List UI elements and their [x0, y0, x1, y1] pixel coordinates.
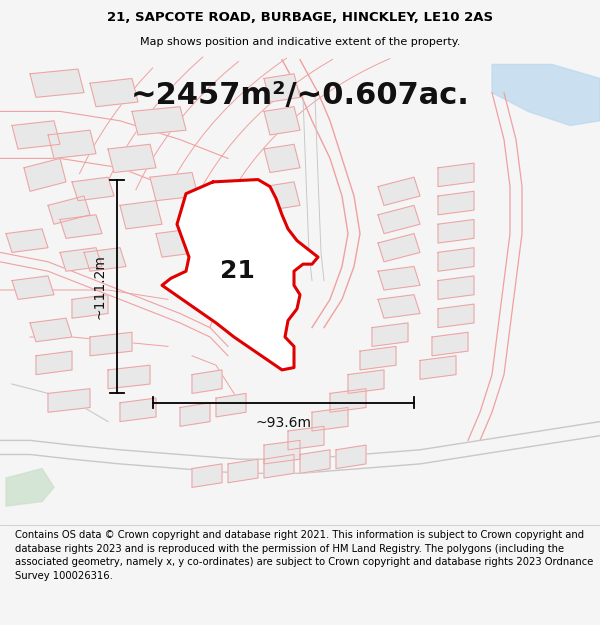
- Text: ~2457m²/~0.607ac.: ~2457m²/~0.607ac.: [131, 81, 469, 110]
- Polygon shape: [84, 248, 126, 271]
- Polygon shape: [6, 469, 54, 506]
- Polygon shape: [372, 323, 408, 346]
- Polygon shape: [378, 177, 420, 206]
- Polygon shape: [378, 266, 420, 290]
- Polygon shape: [264, 74, 300, 102]
- Polygon shape: [300, 450, 330, 473]
- Polygon shape: [264, 144, 300, 172]
- Text: ~93.6m: ~93.6m: [256, 416, 311, 430]
- Polygon shape: [312, 408, 348, 431]
- Polygon shape: [492, 64, 600, 126]
- Polygon shape: [336, 445, 366, 469]
- Polygon shape: [192, 370, 222, 393]
- Polygon shape: [162, 179, 318, 370]
- Polygon shape: [30, 318, 72, 342]
- Polygon shape: [6, 229, 48, 253]
- Polygon shape: [378, 295, 420, 318]
- Polygon shape: [108, 365, 150, 389]
- Polygon shape: [432, 332, 468, 356]
- Polygon shape: [216, 393, 246, 417]
- Polygon shape: [156, 229, 198, 257]
- Polygon shape: [60, 248, 102, 271]
- Text: ~111.2m: ~111.2m: [92, 254, 106, 319]
- Polygon shape: [90, 79, 138, 107]
- Polygon shape: [348, 370, 384, 393]
- Text: 21: 21: [220, 259, 254, 283]
- Polygon shape: [330, 389, 366, 412]
- Polygon shape: [132, 107, 186, 135]
- Polygon shape: [360, 346, 396, 370]
- Polygon shape: [438, 219, 474, 243]
- Polygon shape: [48, 196, 90, 224]
- Polygon shape: [438, 163, 474, 187]
- Polygon shape: [90, 332, 132, 356]
- Polygon shape: [438, 191, 474, 215]
- Polygon shape: [12, 276, 54, 299]
- Polygon shape: [108, 144, 156, 172]
- Polygon shape: [438, 304, 474, 328]
- Polygon shape: [120, 201, 162, 229]
- Text: Map shows position and indicative extent of the property.: Map shows position and indicative extent…: [140, 38, 460, 48]
- Polygon shape: [12, 121, 60, 149]
- Polygon shape: [264, 441, 300, 464]
- Polygon shape: [24, 158, 66, 191]
- Polygon shape: [48, 389, 90, 412]
- Polygon shape: [72, 177, 114, 201]
- Polygon shape: [288, 426, 324, 450]
- Polygon shape: [264, 182, 300, 210]
- Polygon shape: [180, 402, 210, 426]
- Polygon shape: [120, 398, 156, 422]
- Polygon shape: [72, 295, 108, 318]
- Polygon shape: [420, 356, 456, 379]
- Polygon shape: [36, 351, 72, 374]
- Polygon shape: [264, 454, 294, 478]
- Polygon shape: [150, 173, 198, 201]
- Polygon shape: [264, 107, 300, 135]
- Text: 21, SAPCOTE ROAD, BURBAGE, HINCKLEY, LE10 2AS: 21, SAPCOTE ROAD, BURBAGE, HINCKLEY, LE1…: [107, 11, 493, 24]
- Polygon shape: [438, 276, 474, 299]
- Polygon shape: [378, 206, 420, 234]
- Polygon shape: [60, 215, 102, 238]
- Polygon shape: [192, 464, 222, 488]
- Text: Contains OS data © Crown copyright and database right 2021. This information is : Contains OS data © Crown copyright and d…: [15, 530, 593, 581]
- Polygon shape: [228, 459, 258, 482]
- Polygon shape: [438, 248, 474, 271]
- Polygon shape: [378, 234, 420, 262]
- Polygon shape: [30, 69, 84, 98]
- Polygon shape: [48, 130, 96, 158]
